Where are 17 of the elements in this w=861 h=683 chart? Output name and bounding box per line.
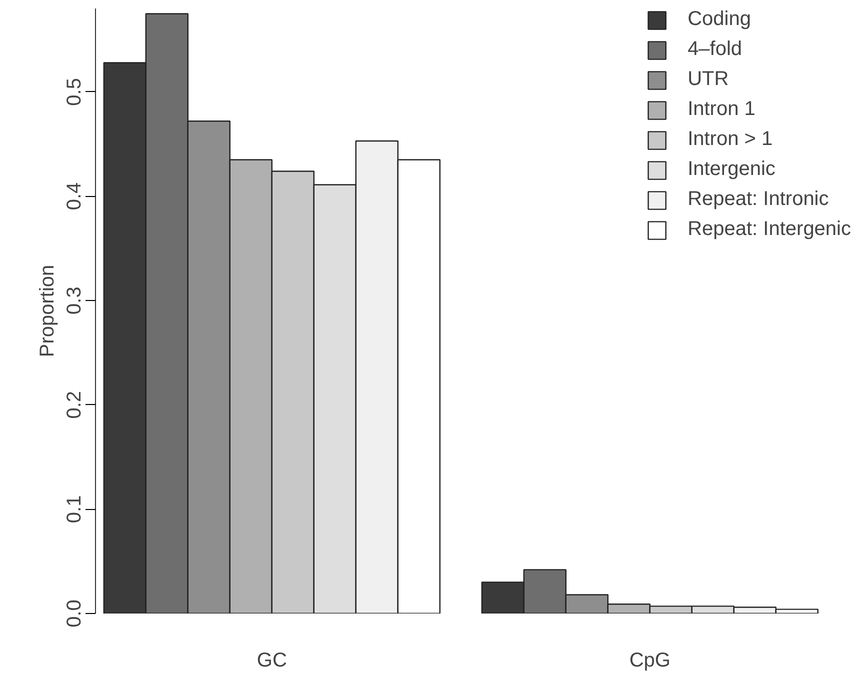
- legend-label: 4–fold: [688, 38, 742, 61]
- y-tick-label: 0.3: [64, 286, 86, 314]
- legend-label: Intron > 1: [688, 128, 773, 151]
- x-tick-label: CpG: [629, 650, 670, 672]
- y-tick-label: 0.1: [64, 495, 86, 524]
- y-tick-label: 0.5: [64, 78, 86, 106]
- legend-label: Intergenic: [688, 158, 776, 181]
- y-tick-label: 0.0: [64, 600, 86, 628]
- legend-label: Repeat: Intronic: [688, 188, 829, 211]
- legend-label: Repeat: Intergenic: [688, 218, 851, 241]
- legend-label: Coding: [688, 8, 751, 31]
- legend-label: UTR: [688, 68, 729, 91]
- x-tick-label: GC: [256, 650, 287, 672]
- y-tick-label: 0.2: [64, 390, 86, 419]
- y-tick-label: 0.4: [64, 182, 86, 210]
- y-axis-title: Proportion: [36, 264, 58, 358]
- legend-label: Intron 1: [688, 98, 756, 121]
